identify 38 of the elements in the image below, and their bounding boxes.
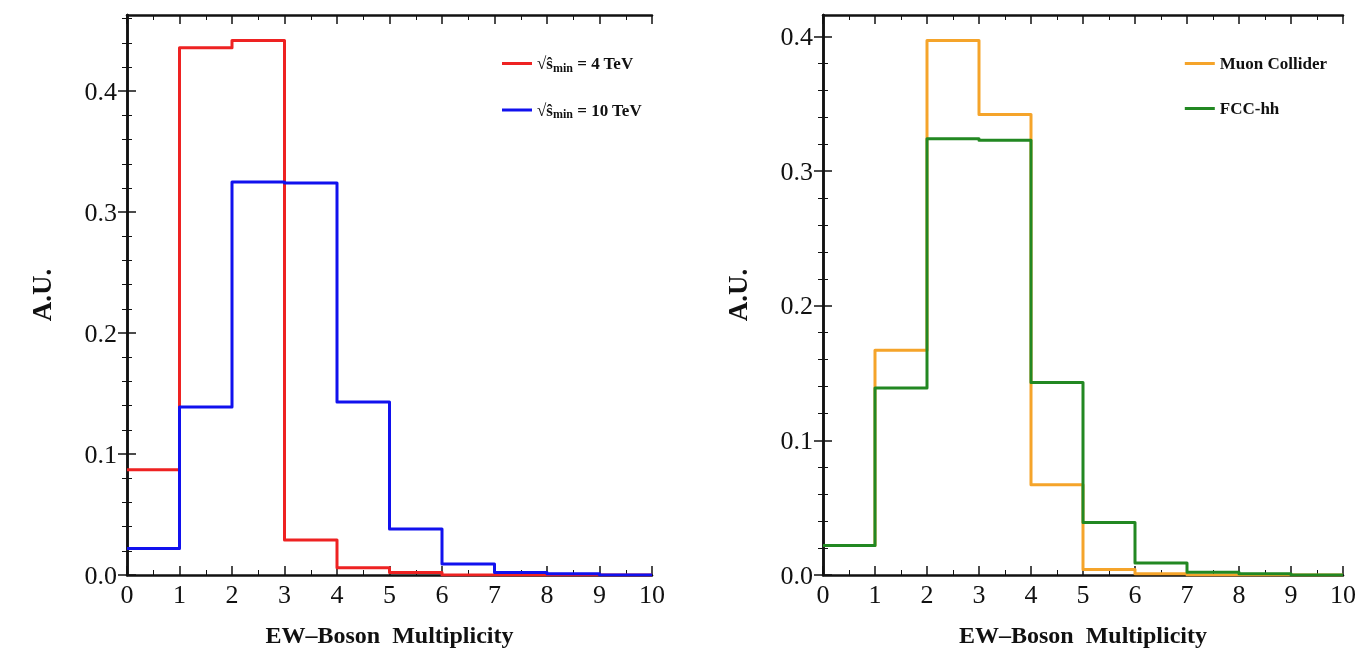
y-tick-label: 0.2 [84,318,117,348]
y-axis-title: A.U. [26,268,57,322]
x-tick-label: 9 [593,579,606,609]
x-tick-label: 7 [488,579,501,609]
x-tick-label: 6 [1128,579,1142,609]
x-tick-label: 4 [1024,579,1038,609]
x-tick-label: 7 [1180,579,1194,609]
x-tick-label: 1 [173,579,186,609]
y-tick-label: 0.4 [780,22,813,52]
x-tick-label: 2 [920,579,934,609]
x-tick-label: 10 [1330,579,1356,609]
y-tick-label: 0.0 [780,560,813,590]
x-tick-label: 2 [225,579,239,609]
x-tick-label: 0 [120,579,134,609]
x-axis-title: EW–Boson Multiplicity [265,622,514,648]
x-tick-label: 3 [972,579,986,609]
x-tick-label: 4 [330,579,344,609]
y-tick-label: 0.3 [780,156,813,186]
x-tick-label: 5 [383,579,396,609]
x-tick-label: 3 [278,579,291,609]
x-tick-label: 9 [1284,579,1298,609]
y-tick-label: 0.1 [780,425,813,455]
x-tick-label: 1 [868,579,882,609]
x-tick-label: 10 [639,579,665,609]
x-tick-label: 6 [435,579,449,609]
x-axis-title: EW–Boson Multiplicity [958,622,1208,648]
y-tick-label: 0.2 [780,291,813,321]
x-tick-label: 0 [816,579,830,609]
x-tick-label: 8 [1232,579,1246,609]
y-axis-title: A.U. [722,268,753,322]
x-tick-label: 5 [1076,579,1090,609]
y-tick-label: 0.1 [84,439,117,469]
y-tick-label: 0.0 [84,560,117,590]
x-tick-label: 8 [540,579,554,609]
y-tick-label: 0.3 [84,197,117,227]
legend-label: Muon Collider [1219,54,1328,73]
legend-label: FCC-hh [1219,99,1280,118]
y-tick-label: 0.4 [84,76,117,106]
